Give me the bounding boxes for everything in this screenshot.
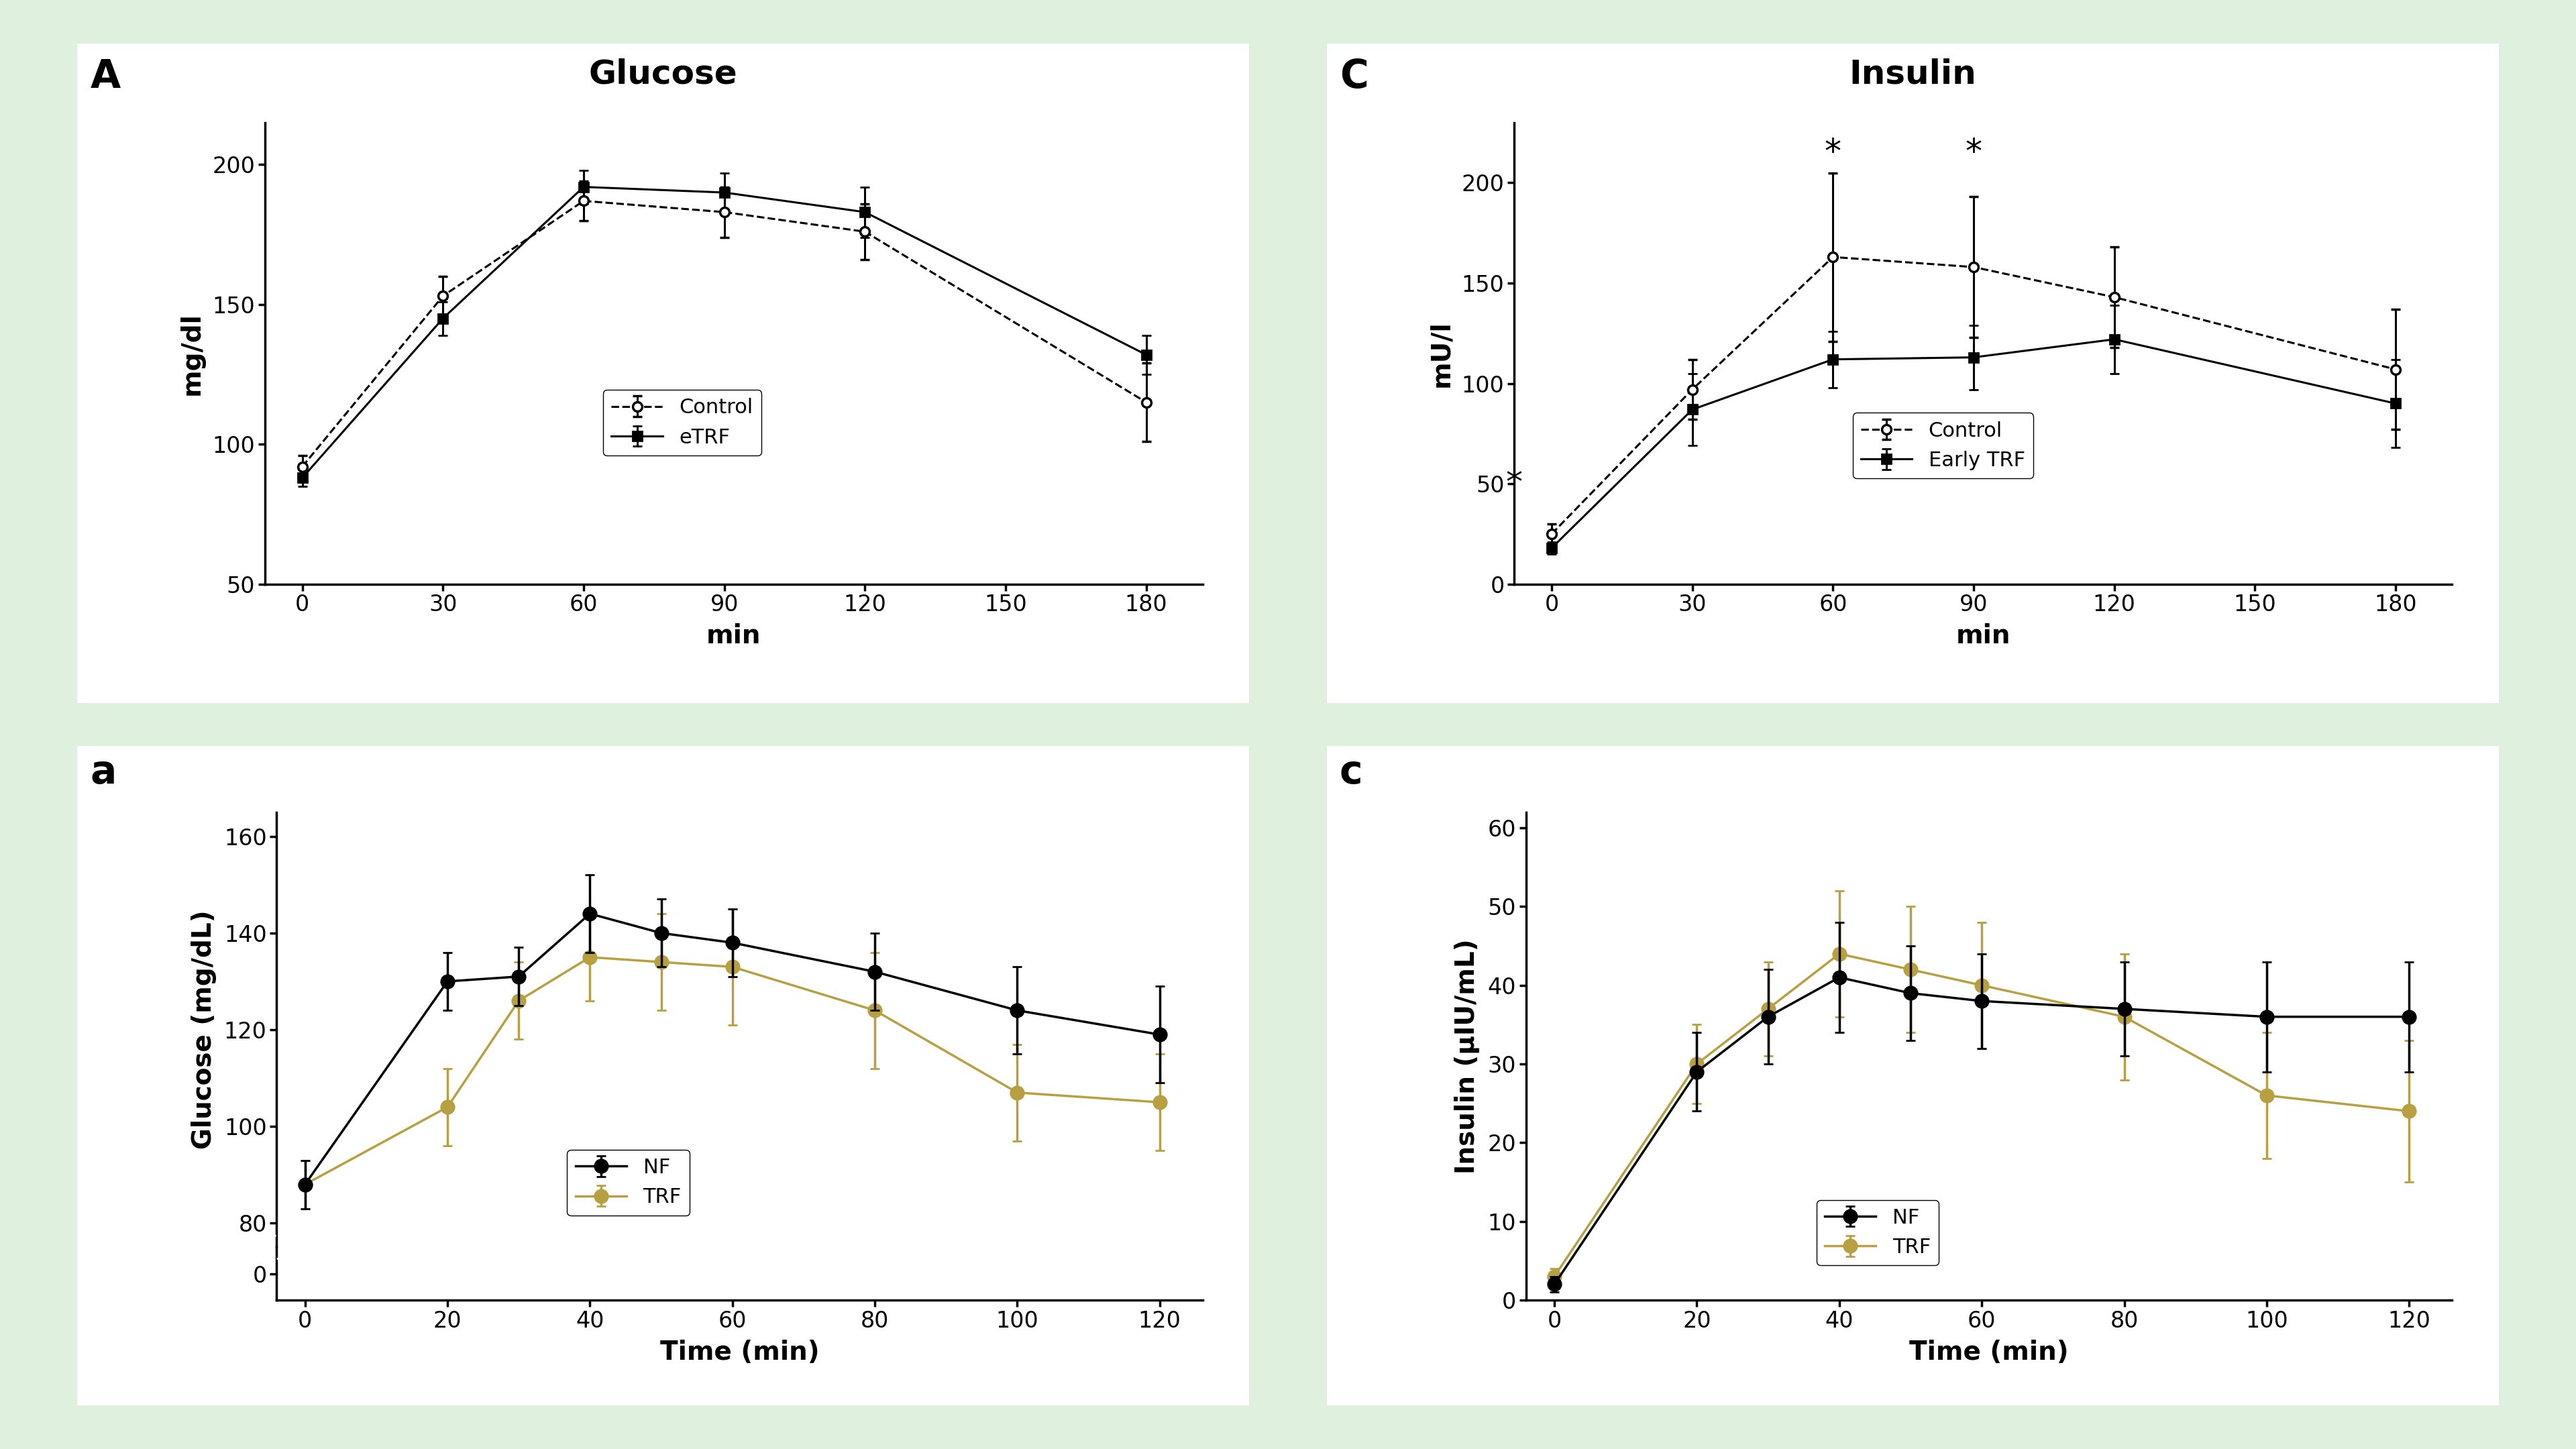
Legend: Control, eTRF: Control, eTRF xyxy=(603,390,762,455)
Y-axis label: mg/dl: mg/dl xyxy=(180,312,204,396)
Text: *: * xyxy=(1507,468,1522,500)
X-axis label: Time (min): Time (min) xyxy=(1909,1339,2069,1365)
X-axis label: min: min xyxy=(706,623,760,649)
X-axis label: min: min xyxy=(1955,623,2009,649)
Legend: NF, TRF: NF, TRF xyxy=(1816,1200,1940,1265)
Text: *: * xyxy=(1824,136,1842,168)
Text: c: c xyxy=(1340,753,1363,791)
Legend: NF, TRF: NF, TRF xyxy=(567,1149,690,1216)
Text: A: A xyxy=(90,58,121,96)
Text: *: * xyxy=(1965,136,1981,168)
Text: C: C xyxy=(1340,58,1368,96)
X-axis label: Time (min): Time (min) xyxy=(659,1339,819,1365)
Y-axis label: mU/l: mU/l xyxy=(1430,320,1453,387)
Text: Glucose: Glucose xyxy=(590,58,737,90)
Text: a: a xyxy=(90,753,116,791)
Y-axis label: Glucose (mg/dL): Glucose (mg/dL) xyxy=(191,910,216,1149)
Y-axis label: Insulin (μIU/mL): Insulin (μIU/mL) xyxy=(1455,939,1481,1174)
Legend: Control, Early TRF: Control, Early TRF xyxy=(1852,413,2032,478)
Text: Insulin: Insulin xyxy=(1850,58,1976,90)
